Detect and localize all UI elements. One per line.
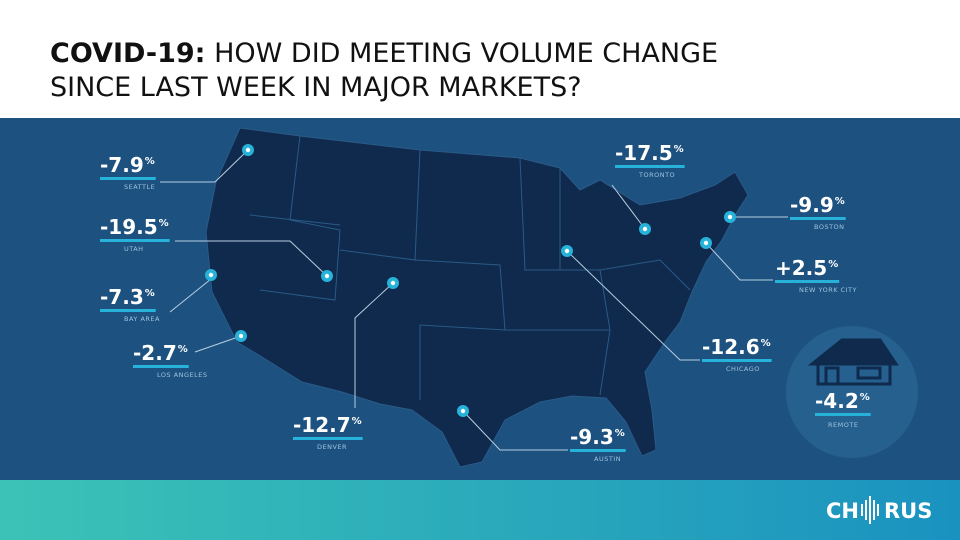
unit-label: % xyxy=(352,416,362,427)
value-label: -7.9 xyxy=(100,153,144,177)
title-rest: HOW DID MEETING VOLUME CHANGE xyxy=(214,38,718,69)
underline xyxy=(570,449,626,452)
city-label: BAY AREA xyxy=(124,315,160,323)
leader-line xyxy=(354,282,394,408)
leader-line xyxy=(175,240,328,277)
unit-label: % xyxy=(615,428,625,439)
logo-right: RUS xyxy=(884,499,932,523)
title-line-2: SINCE LAST WEEK IN MAJOR MARKETS? xyxy=(50,72,582,103)
value-label: -4.2 xyxy=(815,389,859,413)
city-dot-center xyxy=(390,280,396,286)
underline xyxy=(815,413,871,416)
city-label: CHICAGO xyxy=(726,365,760,373)
city-dot-center xyxy=(460,408,466,414)
city-dot-center xyxy=(324,273,330,279)
unit-label: % xyxy=(860,392,870,403)
logo-left: CH xyxy=(826,499,859,523)
underline xyxy=(790,217,846,220)
value-label: -12.6 xyxy=(702,335,760,359)
city-label: AUSTIN xyxy=(594,455,621,463)
city-label: TORONTO xyxy=(638,171,675,179)
city-dot-center xyxy=(245,147,251,153)
city-dot-center xyxy=(703,240,709,246)
city-label: DENVER xyxy=(317,443,347,451)
underline xyxy=(293,437,363,440)
header-bg xyxy=(0,0,960,118)
state-lines xyxy=(249,135,691,400)
city-label: REMOTE xyxy=(828,421,858,429)
leader-line xyxy=(462,410,568,451)
city-label: NEW YORK CITY xyxy=(799,286,857,294)
value-label: -9.3 xyxy=(570,425,614,449)
city-label: UTAH xyxy=(124,245,144,253)
unit-label: % xyxy=(159,218,169,229)
underline xyxy=(702,359,772,362)
us-map xyxy=(205,127,749,468)
leader-line xyxy=(169,278,212,313)
underline xyxy=(775,280,840,283)
city-dot-center xyxy=(642,226,648,232)
remote-label: -4.2 % REMOTE xyxy=(815,389,871,429)
unit-label: % xyxy=(835,196,845,207)
underline xyxy=(100,177,156,180)
value-label: -19.5 xyxy=(100,215,158,239)
unit-label: % xyxy=(828,259,838,270)
leader-line xyxy=(705,242,773,281)
value-label: -17.5 xyxy=(615,141,673,165)
underline xyxy=(100,309,156,312)
unit-label: % xyxy=(761,338,771,349)
city-dot-center xyxy=(727,214,733,220)
city-dot-center xyxy=(208,272,214,278)
underline xyxy=(615,165,685,168)
unit-label: % xyxy=(674,144,684,155)
leader-line xyxy=(160,149,249,183)
city-label: BOSTON xyxy=(814,223,845,231)
value-label: -2.7 xyxy=(133,341,177,365)
city-dot-center xyxy=(564,248,570,254)
leader-line xyxy=(611,184,646,230)
city-dot-center xyxy=(238,333,244,339)
unit-label: % xyxy=(178,344,188,355)
city-label: LOS ANGELES xyxy=(157,371,208,379)
footer-bg xyxy=(0,480,960,540)
unit-label: % xyxy=(145,288,155,299)
value-label: -12.7 xyxy=(293,413,351,437)
logo-icon xyxy=(861,496,879,524)
value-label: -9.9 xyxy=(790,193,834,217)
value-label: +2.5 xyxy=(775,256,827,280)
underline xyxy=(133,365,189,368)
underline xyxy=(100,239,170,242)
leader-line xyxy=(566,250,700,361)
city-label: SEATTLE xyxy=(124,183,155,191)
unit-label: % xyxy=(145,156,155,167)
house-icon xyxy=(807,338,899,386)
value-label: -7.3 xyxy=(100,285,144,309)
title-line-1: COVID-19: HOW DID MEETING VOLUME CHANGE xyxy=(50,38,718,69)
leader-line xyxy=(194,335,242,353)
title-bold: COVID-19: xyxy=(50,38,205,69)
